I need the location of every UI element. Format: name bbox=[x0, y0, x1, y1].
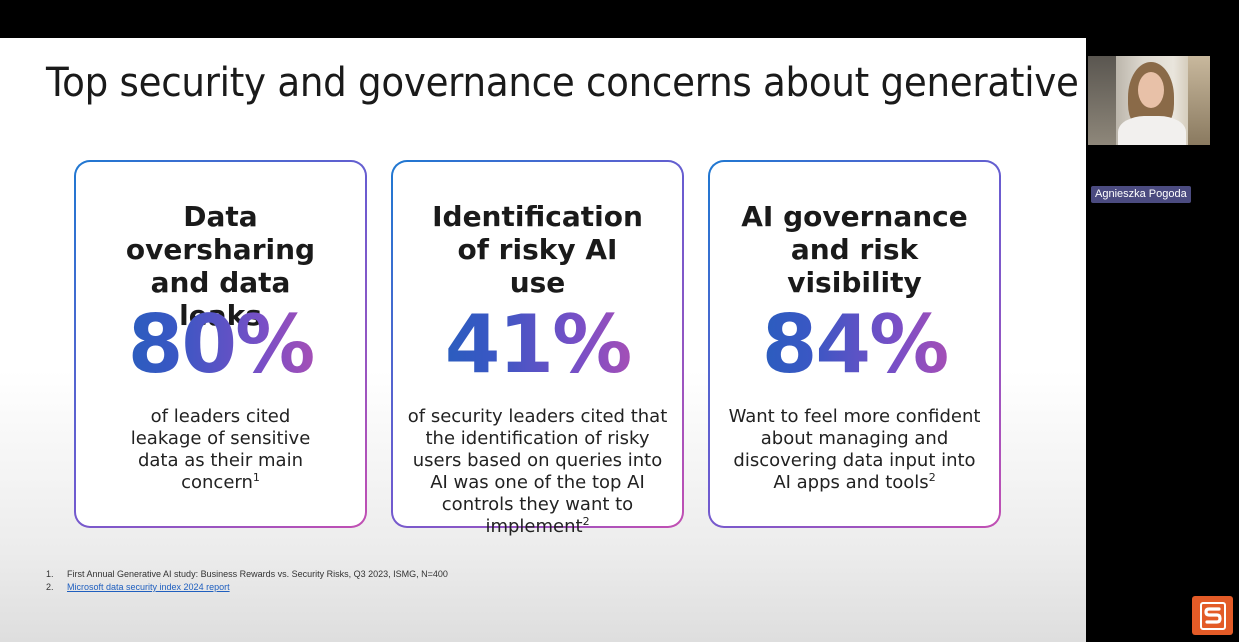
background-window bbox=[1188, 56, 1210, 145]
card-description: of security leaders cited that the ident… bbox=[407, 406, 668, 538]
footnote-number: 1. bbox=[46, 569, 54, 579]
footnote-link[interactable]: Microsoft data security index 2024 repor… bbox=[67, 582, 230, 592]
stat-value: 80% bbox=[76, 300, 365, 390]
footnote-ref: 1 bbox=[252, 471, 260, 484]
footnote-number: 2. bbox=[46, 582, 54, 592]
card-description: Want to feel more confident about managi… bbox=[728, 406, 981, 494]
card-description-text: Want to feel more confident about managi… bbox=[728, 406, 981, 493]
footnote-ref: 2 bbox=[928, 471, 936, 484]
participant-name-tag: Agnieszka Pogoda bbox=[1091, 186, 1191, 203]
footnote-text: First Annual Generative AI study: Busine… bbox=[67, 569, 448, 579]
card-heading: AI governance and risk visibility bbox=[741, 200, 968, 299]
card-description-text: of security leaders cited that the ident… bbox=[407, 406, 668, 537]
presentation-slide: Top security and governance concerns abo… bbox=[0, 38, 1086, 642]
participant-video[interactable] bbox=[1088, 56, 1210, 145]
stat-card-risky-ai-use: Identification of risky AI use 41% of se… bbox=[391, 160, 684, 537]
footnotes: 1. First Annual Generative AI study: Bus… bbox=[46, 568, 448, 594]
card-description-text: of leaders cited leakage of sensitive da… bbox=[130, 406, 311, 493]
stat-value: 84% bbox=[710, 300, 999, 390]
card-heading: Identification of risky AI use bbox=[432, 200, 643, 299]
stat-card-data-oversharing: Data oversharing and data leaks 80% of l… bbox=[74, 160, 367, 528]
s-logo-icon bbox=[1192, 596, 1233, 635]
background-shelf bbox=[1088, 56, 1116, 145]
footnote-item: 1. First Annual Generative AI study: Bus… bbox=[46, 568, 448, 581]
stat-card-ai-governance: AI governance and risk visibility 84% Wa… bbox=[708, 160, 1001, 528]
footnote-item: 2. Microsoft data security index 2024 re… bbox=[46, 581, 448, 594]
top-bar bbox=[0, 0, 1239, 38]
card-heading: Data oversharing and data leaks bbox=[125, 200, 316, 332]
slide-title: Top security and governance concerns abo… bbox=[46, 60, 1086, 106]
participant-body bbox=[1118, 116, 1186, 145]
participant-face bbox=[1138, 72, 1164, 108]
card-description: of leaders cited leakage of sensitive da… bbox=[126, 406, 315, 494]
stat-value: 41% bbox=[393, 300, 682, 390]
footnote-ref: 2 bbox=[582, 515, 590, 528]
